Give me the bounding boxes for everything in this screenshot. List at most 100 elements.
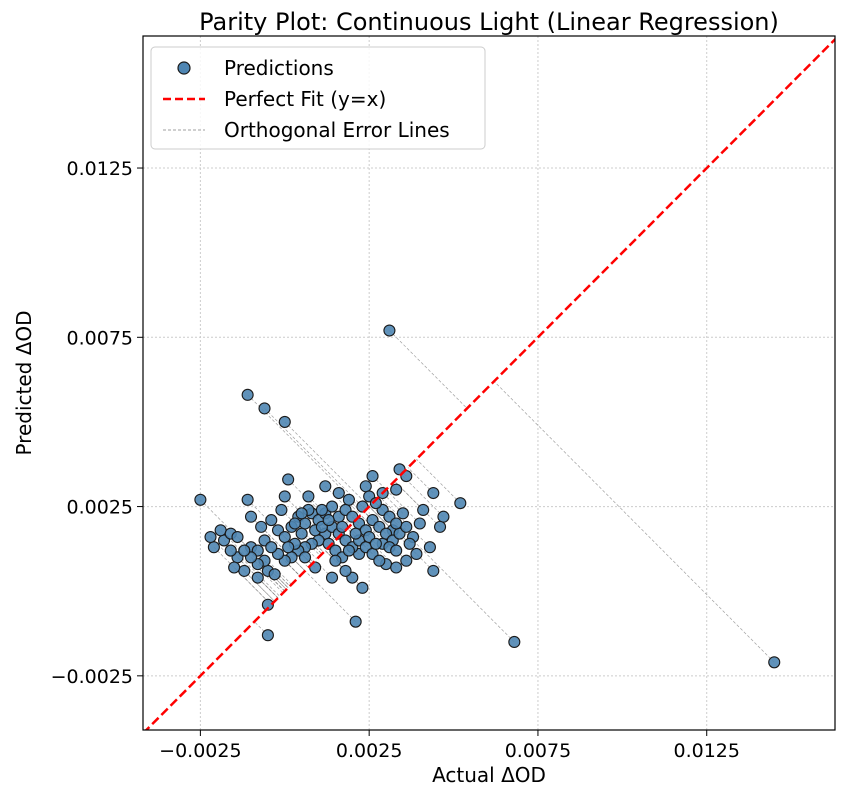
prediction-point (275, 503, 288, 517)
legend-box (150, 46, 486, 150)
error-line (385, 489, 421, 524)
y-tick-label: 0.0025 (67, 497, 133, 519)
prediction-point (342, 493, 355, 506)
prediction-point (508, 635, 521, 649)
prediction-point (258, 402, 271, 415)
prediction-point (295, 507, 308, 520)
prediction-point (298, 517, 312, 530)
legend-label-predictions: Predictions (224, 56, 334, 80)
y-axis-title: Predicted ΔOD (12, 310, 36, 455)
prediction-point (437, 510, 450, 523)
prediction-point (251, 571, 264, 584)
prediction-point (366, 470, 379, 483)
prediction-point (224, 544, 237, 557)
prediction-point (282, 473, 295, 486)
perfect-fit-line-group (144, 37, 835, 730)
error-line (274, 574, 289, 589)
prediction-point (417, 503, 430, 517)
prediction-point (278, 415, 291, 428)
prediction-point (322, 514, 335, 527)
prediction-point (332, 486, 345, 500)
prediction-point (238, 564, 251, 577)
error-line (200, 499, 289, 589)
x-tick-label: 0.0125 (673, 740, 739, 762)
prediction-point (390, 517, 403, 530)
legend-label-perfect-fit: Perfect Fit (y=x) (224, 87, 386, 111)
error-line (233, 567, 272, 605)
y-tick-label: 0.0125 (67, 158, 133, 180)
prediction-point (265, 541, 278, 554)
plot-frame (142, 35, 836, 731)
prediction-point (278, 490, 291, 503)
y-axis-ticks: −0.0025 0.0025 0.0075 0.0125 (51, 158, 143, 688)
prediction-point (349, 615, 362, 628)
prediction-point (427, 564, 440, 577)
y-tick-label: −0.0025 (51, 666, 133, 688)
prediction-point (434, 520, 447, 533)
prediction-point (413, 517, 426, 530)
error-line (244, 570, 275, 602)
prediction-point (400, 554, 413, 567)
prediction-point (427, 486, 440, 500)
prediction-point (383, 324, 396, 337)
prediction-point (315, 503, 328, 517)
legend: Predictions Perfect Fit (y=x) Orthogonal… (150, 46, 486, 150)
prediction-point (423, 541, 436, 554)
x-tick-label: −0.0025 (159, 740, 241, 762)
error-line (394, 480, 441, 528)
prediction-point (329, 554, 342, 567)
prediction-point (400, 520, 413, 533)
prediction-point (356, 581, 369, 594)
prediction-point (298, 551, 312, 564)
prediction-point (194, 493, 207, 506)
prediction-point (342, 544, 355, 557)
prediction-point (238, 544, 251, 557)
prediction-point (319, 480, 332, 493)
plot-area (143, 36, 835, 730)
prediction-point (282, 541, 295, 554)
error-line (331, 506, 351, 526)
prediction-point (231, 530, 244, 544)
prediction-point (390, 483, 403, 496)
prediction-point (241, 388, 254, 401)
x-axis-title: Actual ΔOD (432, 763, 546, 787)
x-tick-label: 0.0025 (336, 740, 402, 762)
prediction-point (349, 527, 362, 540)
prediction-point (390, 544, 403, 557)
prediction-point (265, 514, 278, 527)
prediction-point (410, 547, 423, 561)
legend-marker-predictions (177, 61, 191, 75)
prediction-point (454, 497, 467, 510)
error-line (314, 560, 333, 578)
legend-label-error-lines: Orthogonal Error Lines (224, 118, 450, 142)
prediction-point (325, 500, 339, 513)
error-line (416, 458, 461, 504)
error-line (291, 557, 306, 572)
error-line (287, 479, 343, 534)
prediction-point (295, 527, 308, 540)
prediction-point (390, 561, 403, 574)
prediction-point (359, 480, 372, 493)
chart-title: Parity Plot: Continuous Light (Linear Re… (199, 8, 779, 36)
prediction-point (255, 520, 268, 533)
prediction-point (278, 530, 291, 544)
error-line (304, 570, 356, 622)
prediction-point (403, 537, 416, 550)
prediction-point (325, 571, 339, 584)
prediction-point (244, 510, 258, 523)
error-line (223, 540, 280, 597)
prediction-point (214, 524, 227, 537)
prediction-point (373, 554, 386, 567)
prediction-point (261, 629, 274, 642)
prediction-point (288, 517, 301, 530)
prediction-point (302, 490, 315, 503)
prediction-point (204, 530, 217, 544)
x-axis-ticks: −0.0025 0.0025 0.0075 0.0125 (159, 730, 740, 762)
prediction-point (339, 564, 352, 577)
x-tick-label: 0.0075 (505, 740, 571, 762)
prediction-point (207, 541, 220, 554)
prediction-point (369, 497, 382, 510)
error-line (264, 408, 367, 511)
error-line (321, 526, 336, 541)
prediction-point (268, 568, 281, 581)
